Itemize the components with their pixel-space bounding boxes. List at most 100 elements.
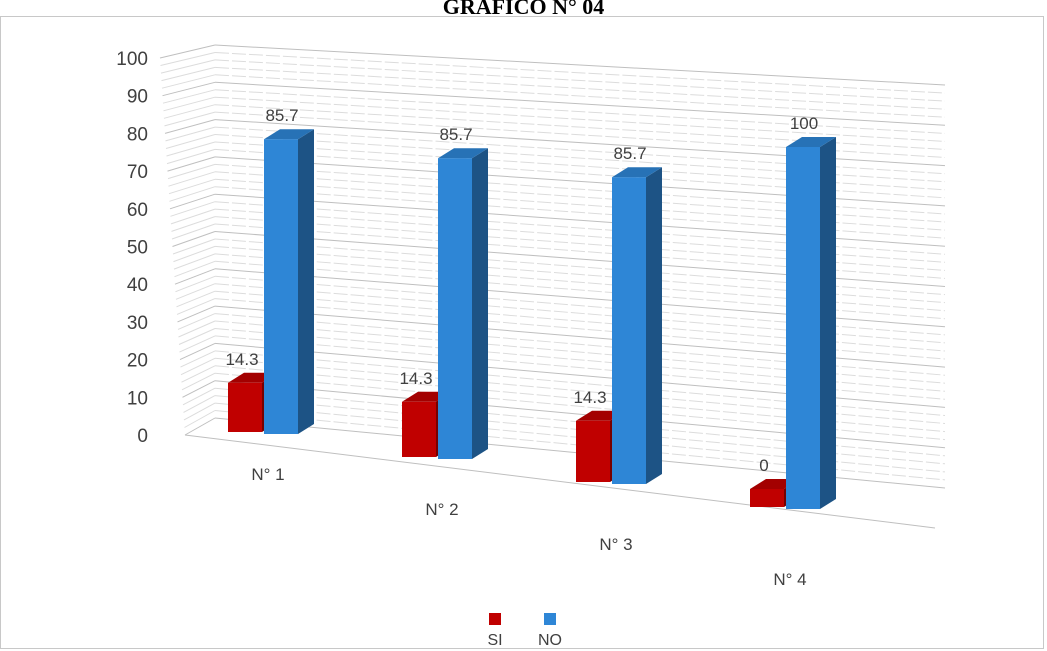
- y-tick-label: 90: [127, 87, 148, 108]
- bar: [576, 420, 610, 482]
- gridline-side: [178, 320, 216, 338]
- gridline-side: [162, 89, 216, 104]
- bars: 14.3 85.7 14.3 85.7 14.3 85.7 0 100: [225, 106, 836, 509]
- gridline: [214, 320, 946, 384]
- gridline-side: [168, 178, 216, 195]
- gridline-side: [172, 238, 216, 255]
- gridline-side: [184, 417, 216, 436]
- gridline: [214, 148, 946, 199]
- x-axis: N° 1 N° 2 N° 3 N° 4: [251, 465, 806, 589]
- gridlines: [159, 44, 946, 489]
- gridline: [214, 171, 946, 223]
- gridline-side: [162, 81, 216, 97]
- gridline: [214, 89, 946, 134]
- data-label: 14.3: [225, 350, 258, 369]
- gridline-side: [176, 298, 216, 315]
- gridline-side: [164, 119, 216, 134]
- gridline: [214, 245, 946, 304]
- gridline-side: [178, 328, 216, 345]
- gridline-side: [173, 253, 216, 270]
- gridline-side: [179, 342, 216, 361]
- gridline-side: [181, 372, 216, 391]
- legend-swatch: [544, 613, 556, 625]
- gridline-side: [174, 260, 216, 278]
- gridline-side: [163, 104, 216, 119]
- gridline-side: [166, 141, 216, 157]
- y-tick-label: 40: [127, 275, 148, 296]
- gridline-side: [169, 193, 216, 210]
- gridline: [214, 328, 946, 392]
- gridline: [214, 216, 946, 271]
- gridline-side: [168, 171, 216, 187]
- data-label: 100: [790, 114, 818, 133]
- gridline: [214, 275, 946, 336]
- gridline-side: [159, 44, 216, 59]
- bar: [228, 382, 262, 432]
- gridline-side: [165, 126, 216, 142]
- gridline: [214, 96, 946, 142]
- gridline-side: [180, 350, 216, 368]
- gridline-side: [181, 365, 216, 383]
- gridline-side: [182, 387, 216, 406]
- bar: [786, 147, 820, 509]
- gridline-side: [177, 313, 216, 330]
- gridline-side: [172, 231, 216, 247]
- gridline-side: [160, 59, 216, 74]
- data-label: 85.7: [439, 125, 472, 144]
- legend-label: NO: [538, 632, 562, 649]
- data-label: 14.3: [399, 369, 432, 388]
- floor-edge: [184, 434, 936, 529]
- gridline: [214, 365, 946, 433]
- data-label: 0: [759, 456, 768, 475]
- gridline: [214, 74, 946, 118]
- gridline-side: [163, 96, 216, 112]
- gridline-side: [171, 223, 216, 240]
- gridline: [214, 44, 946, 86]
- gridline-side: [167, 163, 216, 180]
- gridline-side: [182, 380, 216, 398]
- gridline-side: [175, 283, 216, 300]
- y-tick-label: 20: [127, 351, 148, 372]
- gridline: [214, 350, 946, 416]
- gridline-side: [177, 305, 216, 323]
- x-tick-label: N° 2: [425, 500, 458, 519]
- legend-swatch: [489, 613, 501, 625]
- legend-label: SI: [487, 632, 502, 649]
- gridline-side: [173, 245, 216, 263]
- y-tick-label: 60: [127, 200, 148, 221]
- gridline: [214, 253, 946, 312]
- gridline-side: [169, 186, 216, 202]
- bar-side: [820, 137, 836, 509]
- bar: [750, 489, 784, 507]
- gridline: [214, 134, 946, 183]
- bar-top: [264, 129, 314, 140]
- y-tick-label: 10: [127, 388, 148, 409]
- gridline-side: [161, 74, 216, 89]
- legend: SI NO: [487, 613, 562, 649]
- gridline: [214, 52, 946, 94]
- gridline-side: [176, 290, 216, 308]
- bar: [402, 401, 436, 457]
- gridline: [214, 59, 946, 102]
- gridline: [214, 290, 946, 352]
- gridline-side: [174, 268, 216, 285]
- gridline-side: [171, 216, 216, 232]
- bar: [438, 158, 472, 459]
- bar-side: [646, 167, 662, 484]
- x-tick-label: N° 1: [251, 465, 284, 484]
- gridline: [214, 238, 946, 296]
- gridline: [214, 178, 946, 231]
- bar-top: [786, 137, 836, 147]
- bar-side: [472, 148, 488, 459]
- gridline-side: [166, 148, 216, 165]
- y-tick-label: 30: [127, 313, 148, 334]
- gridline: [214, 283, 946, 344]
- y-axis: 0 10 20 30 40 50 60 70 80 90 100: [116, 49, 148, 447]
- chart-title: GRAFICO N° 04: [442, 0, 605, 19]
- bar-top: [612, 167, 662, 178]
- y-tick-label: 0: [137, 426, 148, 447]
- chart-area: [0, 16, 1044, 649]
- gridline-side: [161, 66, 216, 82]
- gridline-side: [170, 208, 216, 225]
